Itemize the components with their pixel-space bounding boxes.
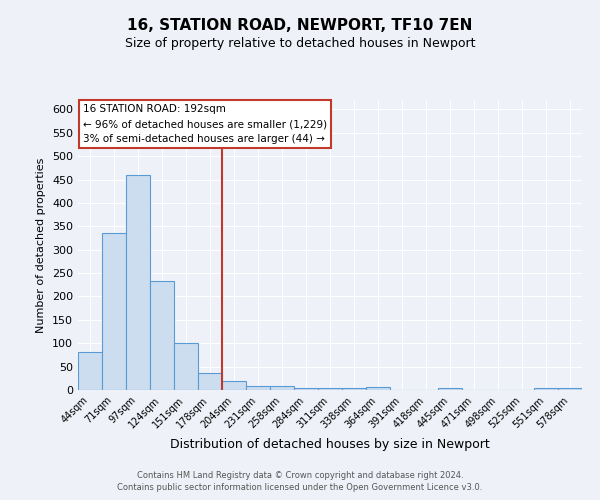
Bar [342,388,366,390]
X-axis label: Distribution of detached houses by size in Newport: Distribution of detached houses by size … [170,438,490,451]
Text: 16, STATION ROAD, NEWPORT, TF10 7EN: 16, STATION ROAD, NEWPORT, TF10 7EN [127,18,473,32]
Bar [270,386,294,390]
Bar [318,388,342,390]
Bar [558,388,582,390]
Bar [198,373,222,390]
Y-axis label: Number of detached properties: Number of detached properties [37,158,46,332]
Bar [102,234,126,390]
Bar [246,386,270,390]
Bar [438,388,462,390]
Bar [150,281,174,390]
Bar [126,175,150,390]
Bar [78,352,102,390]
Bar [222,381,246,390]
Text: Contains HM Land Registry data © Crown copyright and database right 2024.
Contai: Contains HM Land Registry data © Crown c… [118,471,482,492]
Text: Size of property relative to detached houses in Newport: Size of property relative to detached ho… [125,38,475,51]
Text: 16 STATION ROAD: 192sqm
← 96% of detached houses are smaller (1,229)
3% of semi-: 16 STATION ROAD: 192sqm ← 96% of detache… [83,104,327,144]
Bar [174,343,198,390]
Bar [366,386,390,390]
Bar [294,388,318,390]
Bar [534,388,558,390]
